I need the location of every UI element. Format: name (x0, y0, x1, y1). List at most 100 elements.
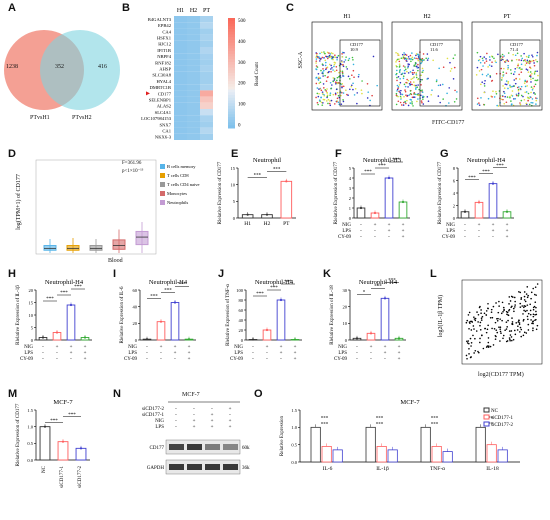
flow-dot (520, 71, 523, 74)
scatter-point (482, 347, 485, 350)
flow-dot (325, 68, 327, 71)
flow-dot (367, 91, 370, 93)
condition-sign: - (146, 351, 148, 356)
scatter-point (523, 331, 526, 334)
flow-dot (513, 79, 516, 81)
heatmap-cell (200, 53, 213, 60)
chart-title: Neutrophil-H4 (359, 279, 398, 286)
scatter-point (524, 305, 527, 308)
flow-dot (415, 54, 417, 57)
heatmap-gene-label: HJC12 (158, 42, 171, 47)
flow-dot (450, 67, 453, 70)
heatmap-gene-label: CA1 (162, 129, 171, 134)
flow-dot (413, 96, 416, 98)
flow-dot (453, 101, 456, 103)
flow-dot (479, 61, 482, 64)
scatter-point (500, 332, 502, 334)
scatter-point (495, 302, 497, 304)
flow-dot (503, 102, 506, 105)
condition-sign: - (252, 351, 254, 356)
scatter-point (531, 322, 533, 325)
flow-dot (329, 81, 332, 84)
scale-segment (228, 73, 235, 77)
flow-dot (518, 78, 521, 80)
data-point (369, 332, 373, 335)
flow-dot (357, 75, 360, 78)
flow-dot (527, 71, 530, 73)
flow-dot (517, 88, 520, 91)
flow-dot (338, 71, 340, 74)
scatter-point (487, 324, 489, 327)
flow-dot (495, 61, 497, 64)
scatter-point (493, 327, 496, 330)
scatter-point (505, 340, 508, 343)
flow-dot (401, 53, 404, 56)
y-tick-label: 30 (343, 288, 348, 293)
condition-sign: + (402, 229, 405, 234)
scatter-point (502, 334, 505, 337)
scatter-point (487, 307, 489, 310)
flow-dot (327, 57, 329, 60)
heatmap-gene-label: AHSP (159, 67, 171, 72)
flow-dot (328, 54, 331, 57)
flow-dot (404, 58, 406, 60)
flow-dot (422, 95, 424, 97)
flow-dot (526, 96, 529, 99)
flow-dot (321, 63, 324, 66)
flow-dot (495, 90, 497, 93)
flow-dot (480, 68, 483, 71)
flow-dot (502, 98, 504, 101)
bar (321, 445, 332, 463)
scatter-point (534, 319, 536, 322)
flow-dot (501, 56, 504, 58)
flow-dot (507, 82, 509, 84)
flow-dot (351, 74, 353, 77)
condition-sign: - (478, 229, 480, 234)
flow-dot (510, 94, 513, 97)
flow-dot (418, 88, 420, 91)
flow-dot (407, 86, 409, 88)
scatter-point (466, 340, 468, 343)
scatter-point (519, 306, 522, 308)
flow-dot (318, 99, 321, 102)
scatter-point (536, 324, 539, 327)
flow-dot (395, 94, 398, 97)
boxplot-box (112, 239, 126, 250)
flow-dot (483, 85, 486, 87)
flow-dot (533, 64, 536, 67)
scatter-point (514, 300, 516, 303)
flow-dot (345, 66, 348, 68)
flow-dot (397, 76, 400, 78)
scale-segment (228, 29, 235, 33)
bar (398, 201, 408, 219)
flow-dot (315, 77, 317, 79)
flow-dot (524, 64, 527, 66)
flow-dot (519, 103, 522, 106)
flow-dot (490, 65, 493, 67)
flow-dot (417, 94, 420, 97)
condition-sign: + (370, 345, 373, 350)
heatmap-cell (174, 28, 187, 35)
flow-dot (530, 91, 532, 94)
scatter-point (509, 300, 512, 302)
western-condition-sign: - (193, 413, 195, 418)
scatter-point (522, 334, 525, 337)
condition-label: LPS (24, 351, 33, 356)
scale-segment (228, 95, 235, 99)
condition-label: CY-09 (230, 357, 244, 362)
flow-dot (325, 80, 328, 82)
y-tick-label: 6 (453, 178, 456, 183)
flow-dot (319, 77, 322, 79)
flow-dot (352, 82, 354, 85)
flow-dot (323, 94, 326, 97)
flow-dot (437, 84, 440, 87)
flow-dot (415, 87, 417, 89)
scatter-point (527, 329, 530, 331)
flow-gate-label: CD177 (350, 42, 364, 47)
flow-dot (531, 54, 533, 56)
scale-segment (228, 108, 235, 112)
flow-dot (400, 57, 403, 60)
flow-dot (397, 86, 400, 88)
flow-dot (411, 56, 414, 59)
